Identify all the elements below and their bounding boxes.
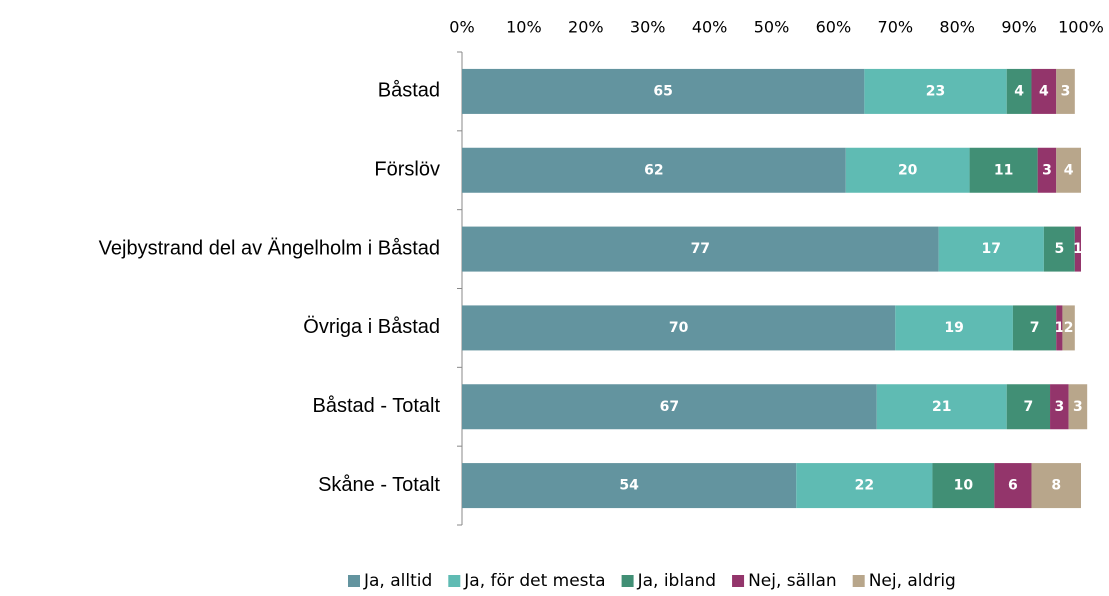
x-tick-label: 30% <box>630 18 666 37</box>
data-label: 17 <box>982 241 1001 257</box>
data-label: 1 <box>1054 320 1064 336</box>
x-tick-label: 70% <box>878 18 914 37</box>
data-label: 67 <box>660 399 679 415</box>
bar-segment <box>1031 68 1057 114</box>
legend-swatch <box>348 575 360 587</box>
bar-segment <box>1068 384 1088 430</box>
x-tick-label: 60% <box>816 18 852 37</box>
bar-segment <box>1050 384 1069 430</box>
data-label: 4 <box>1064 162 1074 178</box>
bar-segment <box>1006 384 1051 430</box>
bar-segment <box>1031 463 1081 509</box>
data-label: 19 <box>944 320 963 336</box>
bar-segment <box>969 147 1038 193</box>
bar-segment <box>462 226 939 272</box>
category-label: Vejbystrand del av Ängelholm i Båstad <box>99 237 440 259</box>
bar-segment <box>462 384 877 430</box>
bar-segment <box>1056 305 1063 351</box>
bar-segment <box>1043 226 1075 272</box>
legend-swatch <box>448 575 461 587</box>
data-label: 5 <box>1054 241 1064 257</box>
x-tick-label: 10% <box>506 18 542 37</box>
bar-segment <box>462 68 865 114</box>
legend-swatch <box>621 575 634 587</box>
category-label: Skåne - Totalt <box>318 474 440 496</box>
bar-segment <box>1037 147 1057 193</box>
data-label: 6 <box>1008 478 1018 494</box>
x-tick-label: 50% <box>754 18 790 37</box>
data-label: 62 <box>644 162 663 178</box>
data-label: 1 <box>1073 241 1083 257</box>
data-label: 23 <box>926 83 945 99</box>
data-label: 7 <box>1030 320 1040 336</box>
bar-segment <box>864 68 1007 114</box>
bar-segment <box>876 384 1007 430</box>
data-label: 54 <box>619 478 639 494</box>
bar-segment <box>895 305 1013 351</box>
data-label: 65 <box>653 83 672 99</box>
category-label: Förslöv <box>374 159 440 181</box>
legend-label: Nej, sällan <box>748 571 837 591</box>
legend-label: Ja, ibland <box>637 571 716 591</box>
bar-segment <box>1012 305 1057 351</box>
x-tick-label: 80% <box>939 18 975 37</box>
bar-segment <box>1056 147 1081 193</box>
bar-segment <box>938 226 1044 272</box>
x-tick-label: 90% <box>1001 18 1037 37</box>
bar-segment <box>1074 226 1081 272</box>
data-label: 20 <box>898 162 918 178</box>
data-label: 3 <box>1042 162 1052 178</box>
data-label: 70 <box>669 320 689 336</box>
data-label: 4 <box>1039 83 1049 99</box>
legend-label: Ja, för det mesta <box>463 571 605 591</box>
bar-segment <box>845 147 970 193</box>
legend-label: Ja, alltid <box>363 571 432 591</box>
x-tick-label: 20% <box>568 18 604 37</box>
data-label: 3 <box>1061 83 1071 99</box>
data-label: 2 <box>1064 320 1074 336</box>
category-label: Övriga i Båstad <box>303 316 440 338</box>
data-label: 77 <box>691 241 710 257</box>
x-tick-label: 100% <box>1058 18 1104 37</box>
data-label: 8 <box>1051 478 1061 494</box>
bar-segment <box>796 463 933 509</box>
category-label: Båstad <box>378 80 440 102</box>
data-label: 4 <box>1014 83 1024 99</box>
data-label: 22 <box>855 478 874 494</box>
category-label: Båstad - Totalt <box>313 395 441 417</box>
data-label: 7 <box>1024 399 1034 415</box>
legend-swatch <box>852 575 865 587</box>
bar-segment <box>932 463 995 509</box>
data-label: 10 <box>954 478 974 494</box>
legend-label: Nej, aldrig <box>869 571 956 591</box>
data-label: 3 <box>1054 399 1064 415</box>
bar-segment <box>462 463 797 509</box>
x-tick-label: 40% <box>692 18 728 37</box>
data-label: 3 <box>1073 399 1083 415</box>
bar-segment <box>462 305 896 351</box>
bar-segment <box>1062 305 1075 351</box>
legend-swatch <box>732 575 745 587</box>
bar-segment <box>1056 68 1075 114</box>
x-tick-label: 0% <box>449 18 474 37</box>
bar-segment <box>462 147 846 193</box>
bar-segment <box>1006 68 1032 114</box>
data-label: 21 <box>932 399 951 415</box>
data-label: 11 <box>994 162 1013 178</box>
bar-segment <box>994 463 1032 509</box>
